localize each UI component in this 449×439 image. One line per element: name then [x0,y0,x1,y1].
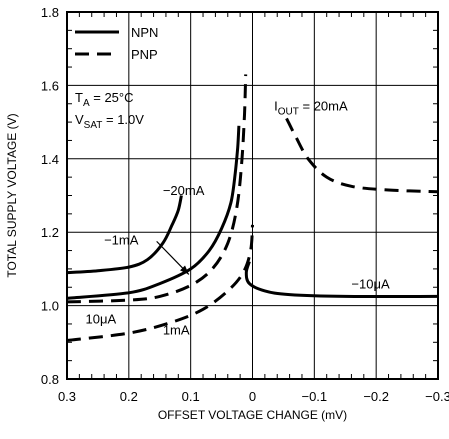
tick-labels: 0.3 0.2 0.1 0 −0.1 −0.2 −0.3 0.8 1.0 1.2 1.4 1.6 1.8 [41,5,449,404]
conditions: TA = 25°C VSAT = 1.0V [75,90,144,131]
x-tick-label: −0.2 [363,389,389,404]
y-axis-label: TOTAL SUPPLY VOLTAGE (V) [5,113,19,277]
condition-text: TA = 25°C [75,90,134,109]
curve-label: −1mA [104,233,139,248]
legend-label-pnp: PNP [131,47,158,62]
npn-curve [244,261,439,299]
y-tick-label: 1.4 [41,152,59,167]
annotation-arrow-head [180,265,189,275]
curve-label: 10μA [86,311,117,326]
x-tick-label: 0.1 [182,389,200,404]
annotations: −20mA −1mA −10μA 10μA 1mA IOUT = 20mA [86,99,390,338]
curve-label: −10μA [351,277,390,292]
y-tick-label: 0.8 [41,372,59,387]
legend: NPN PNP [75,25,158,62]
npn-curve [66,195,183,275]
curve-label: IOUT = 20mA [274,99,348,118]
curve-label: −20mA [163,183,205,198]
y-tick-label: 1.6 [41,78,59,93]
grid [67,12,438,379]
ticks [67,12,438,379]
x-tick-label: −0.3 [425,389,449,404]
x-tick-label: 0.3 [58,389,76,404]
x-tick-label: 0 [249,389,256,404]
condition-text: VSAT = 1.0V [75,112,144,131]
x-tick-label: −0.1 [301,389,327,404]
arrow-layer [156,240,190,275]
pnp-curve [285,117,439,194]
y-tick-label: 1.2 [41,225,59,240]
pnp-curve [66,224,254,342]
y-tick-label: 1.0 [41,299,59,314]
series-lines [66,74,439,342]
x-axis-label: OFFSET VOLTAGE CHANGE (mV) [158,408,347,422]
legend-label-npn: NPN [131,25,158,40]
y-tick-label: 1.8 [41,5,59,20]
npn-curve [66,125,241,300]
pnp-curve [66,74,248,304]
x-tick-label: 0.2 [120,389,138,404]
curve-label: 1mA [163,322,190,337]
